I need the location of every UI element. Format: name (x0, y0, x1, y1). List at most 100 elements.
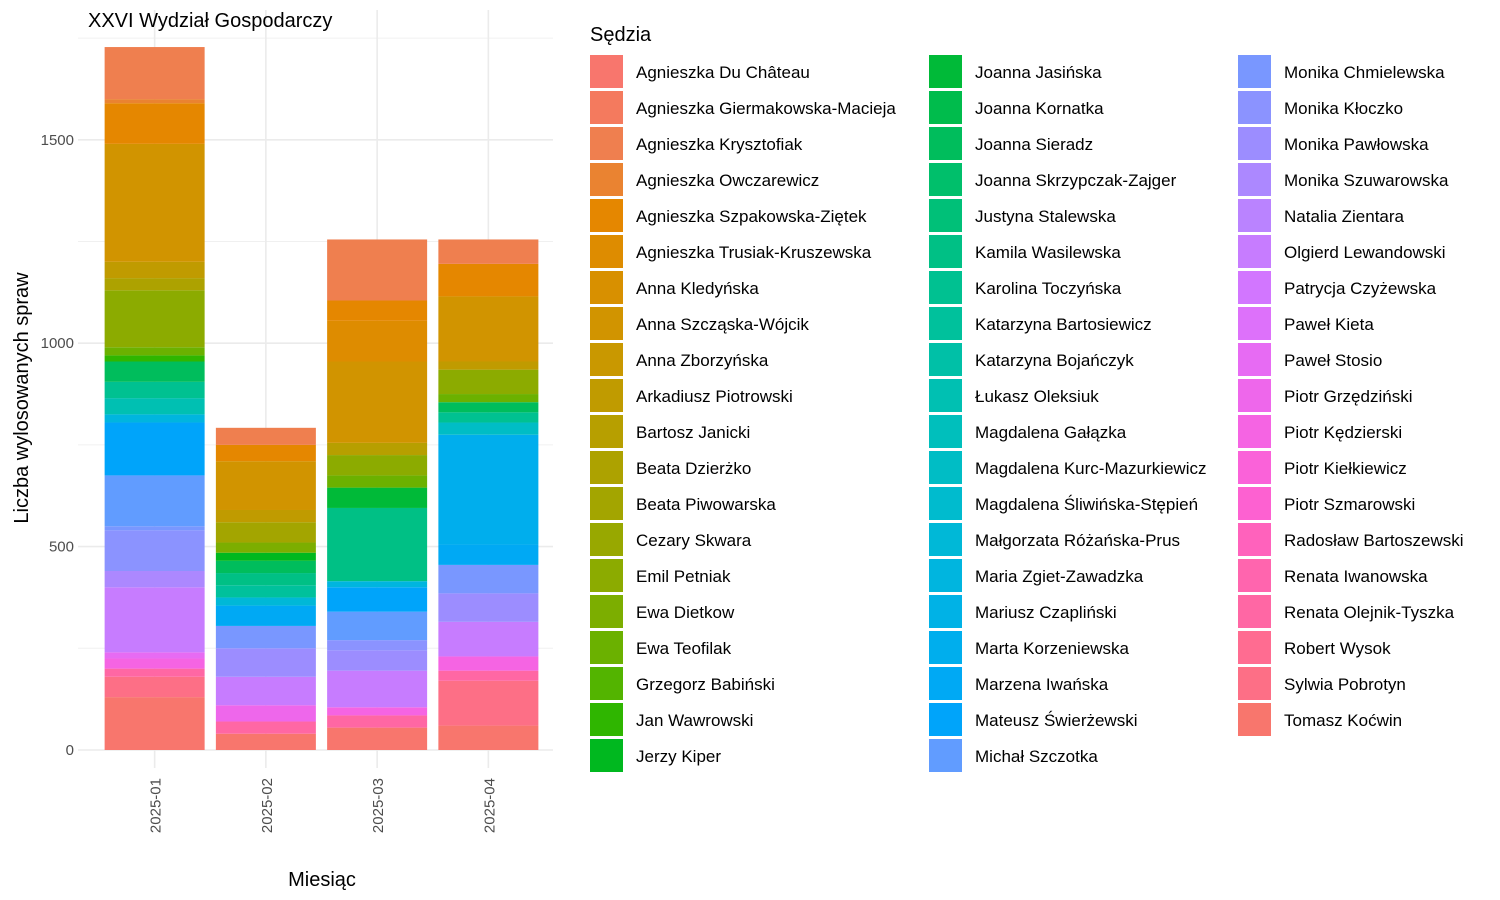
bar-segment (327, 239, 428, 301)
bar-segment (104, 422, 205, 476)
bar-segment (327, 587, 428, 612)
bar-segment (215, 733, 316, 750)
legend-key (1238, 415, 1271, 448)
legend-key (590, 739, 623, 772)
legend-key (929, 55, 962, 88)
legend-key (590, 163, 623, 196)
legend-key (929, 595, 962, 628)
bar-segment (327, 507, 428, 582)
legend-key (929, 199, 962, 232)
legend-key (929, 703, 962, 736)
bar-segment (215, 585, 316, 598)
legend-key (1238, 55, 1271, 88)
bar-segment (327, 300, 428, 321)
bar-segment (104, 143, 205, 262)
bar-segment (327, 487, 428, 508)
bar-segment (215, 522, 316, 543)
bar-segment (438, 593, 539, 622)
bar-segment (104, 99, 205, 104)
bar-segment (327, 670, 428, 708)
legend-key (1238, 631, 1271, 664)
bar-segment (438, 621, 539, 657)
legend-label: Kamila Wasilewska (975, 243, 1121, 262)
legend-key (929, 307, 962, 340)
legend-label: Bartosz Janicki (636, 423, 750, 442)
legend-label: Olgierd Lewandowski (1284, 243, 1446, 262)
legend-label: Piotr Szmarowski (1284, 495, 1415, 514)
legend-label: Agnieszka Du Château (636, 63, 810, 82)
legend-label: Paweł Kieta (1284, 315, 1374, 334)
legend-key (590, 91, 623, 124)
legend-label: Tomasz Koćwin (1284, 711, 1402, 730)
legend-key (929, 487, 962, 520)
legend-key (1238, 451, 1271, 484)
legend-label: Paweł Stosio (1284, 351, 1382, 370)
legend-key (929, 739, 962, 772)
y-axis-ticks: 0 500 1000 1500 (41, 132, 74, 759)
legend-label: Agnieszka Krysztofiak (636, 135, 803, 154)
bar-segment (104, 697, 205, 750)
y-tick-label: 500 (49, 539, 74, 556)
legend-key (1238, 595, 1271, 628)
y-tick-label: 0 (66, 742, 74, 759)
bar-segment (215, 597, 316, 606)
bar-segment (104, 414, 205, 423)
legend-label: Agnieszka Szpakowska-Ziętek (636, 207, 867, 226)
legend-key (1238, 559, 1271, 592)
legend-label: Arkadiusz Piotrowski (636, 387, 793, 406)
legend-key (1238, 667, 1271, 700)
bar-segment (215, 461, 316, 510)
bar-segment (215, 625, 316, 649)
legend-key (590, 55, 623, 88)
legend-label: Katarzyna Bartosiewicz (975, 315, 1152, 334)
legend-label: Joanna Kornatka (975, 99, 1104, 118)
legend-label: Marzena Iwańska (975, 675, 1109, 694)
bar-segment (215, 509, 316, 523)
bar-segment (215, 705, 316, 722)
legend-label: Monika Szuwarowska (1284, 171, 1449, 190)
legend-key (1238, 199, 1271, 232)
legend-label: Agnieszka Trusiak-Kruszewska (636, 243, 872, 262)
bar-segment (327, 640, 428, 651)
legend-key (1238, 127, 1271, 160)
legend-label: Mariusz Czapliński (975, 603, 1117, 622)
legend-label: Piotr Kiełkiewicz (1284, 459, 1407, 478)
legend-key (1238, 91, 1271, 124)
legend-key (590, 271, 623, 304)
legend-label: Ewa Dietkow (636, 603, 735, 622)
legend-key (929, 559, 962, 592)
x-tick-label: 2025-01 (148, 778, 165, 833)
legend-key (929, 523, 962, 556)
legend-label: Grzegorz Babiński (636, 675, 775, 694)
legend-label: Piotr Grzędziński (1284, 387, 1412, 406)
legend-label: Justyna Stalewska (975, 207, 1116, 226)
bars (104, 47, 539, 750)
legend-label: Magdalena Gałązka (975, 423, 1127, 442)
y-tick-label: 1500 (41, 132, 74, 149)
legend-key (590, 703, 623, 736)
legend-key (590, 199, 623, 232)
bar-segment (104, 361, 205, 382)
legend-label: Magdalena Kurc-Mazurkiewicz (975, 459, 1206, 478)
bar-segment (104, 652, 205, 659)
legend-label: Anna Zborzyńska (636, 351, 769, 370)
chart-title: XXVI Wydział Gospodarczy (88, 10, 332, 32)
legend-label: Ewa Teofilak (636, 639, 732, 658)
legend-label: Joanna Skrzypczak-Zajger (975, 171, 1177, 190)
legend-key (590, 379, 623, 412)
legend-label: Łukasz Oleksiuk (975, 387, 1099, 406)
legend-label: Marta Korzeniewska (975, 639, 1130, 658)
bar-segment (104, 658, 205, 669)
bar-segment (438, 434, 539, 545)
legend-label: Monika Pawłowska (1284, 135, 1429, 154)
bar-segment (215, 552, 316, 561)
legend-label: Maria Zgiet-Zawadzka (975, 567, 1144, 586)
bar-segment (438, 544, 539, 565)
legend-key (929, 91, 962, 124)
legend-label: Patrycja Czyżewska (1284, 279, 1437, 298)
bar-segment (215, 427, 316, 445)
bar-segment (327, 611, 428, 641)
legend-key (1238, 523, 1271, 556)
bar-segment (438, 239, 539, 264)
bar-segment (438, 670, 539, 681)
